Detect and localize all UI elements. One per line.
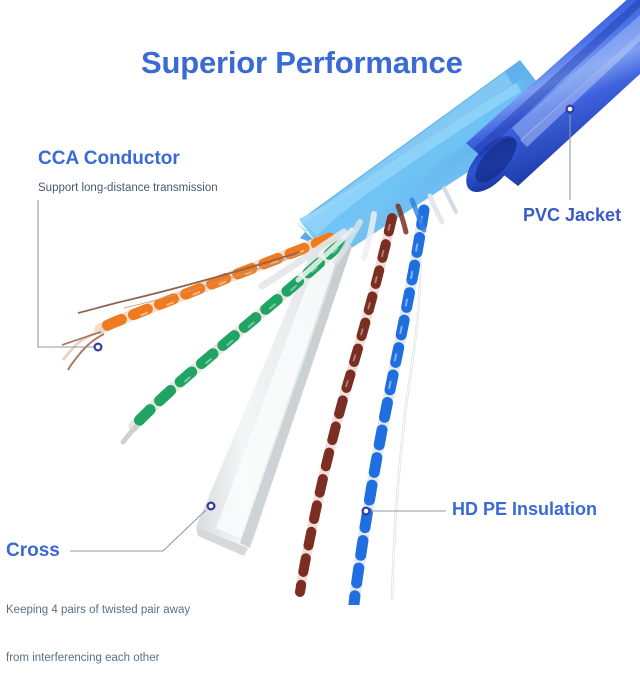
ripcord-thread [390,221,422,601]
callout-subtitle-cca-conductor: Support long-distance transmission [38,182,218,194]
infographic-canvas: Superior Performance CCA Conductor Suppo… [6,0,640,664]
marker-cca [93,342,103,352]
cross-filler [196,236,352,556]
callout-title-hd-pe-insulation: HD PE Insulation [452,499,598,519]
page-title: Superior Performance [141,45,463,80]
marker-pvc [565,104,575,114]
callout-subtitle-cross: Keeping 4 pairs of twisted pair away fro… [6,570,190,698]
bare-cca-conductors [77,251,301,314]
blue-pair [348,204,430,605]
pvc-jacket [466,0,640,192]
callout-title-cross: Cross [6,540,60,561]
callout-title-cca-conductor: CCA Conductor [38,148,180,169]
brown-pair [295,213,397,597]
cross-subtitle-line-2: from interferencing each other [6,652,160,664]
loose-strands [258,211,377,290]
leader-cca [37,200,94,348]
marker-hdpe [361,506,371,516]
leader-cross [70,509,207,552]
cable-illustration [61,0,640,605]
marker-cross [206,501,216,511]
callout-title-pvc-jacket: PVC Jacket [523,205,622,225]
leader-lines [37,104,575,552]
sheath-mouth-tips [395,186,458,235]
orange-pair [61,232,336,371]
cross-subtitle-line-1: Keeping 4 pairs of twisted pair away [6,604,191,616]
